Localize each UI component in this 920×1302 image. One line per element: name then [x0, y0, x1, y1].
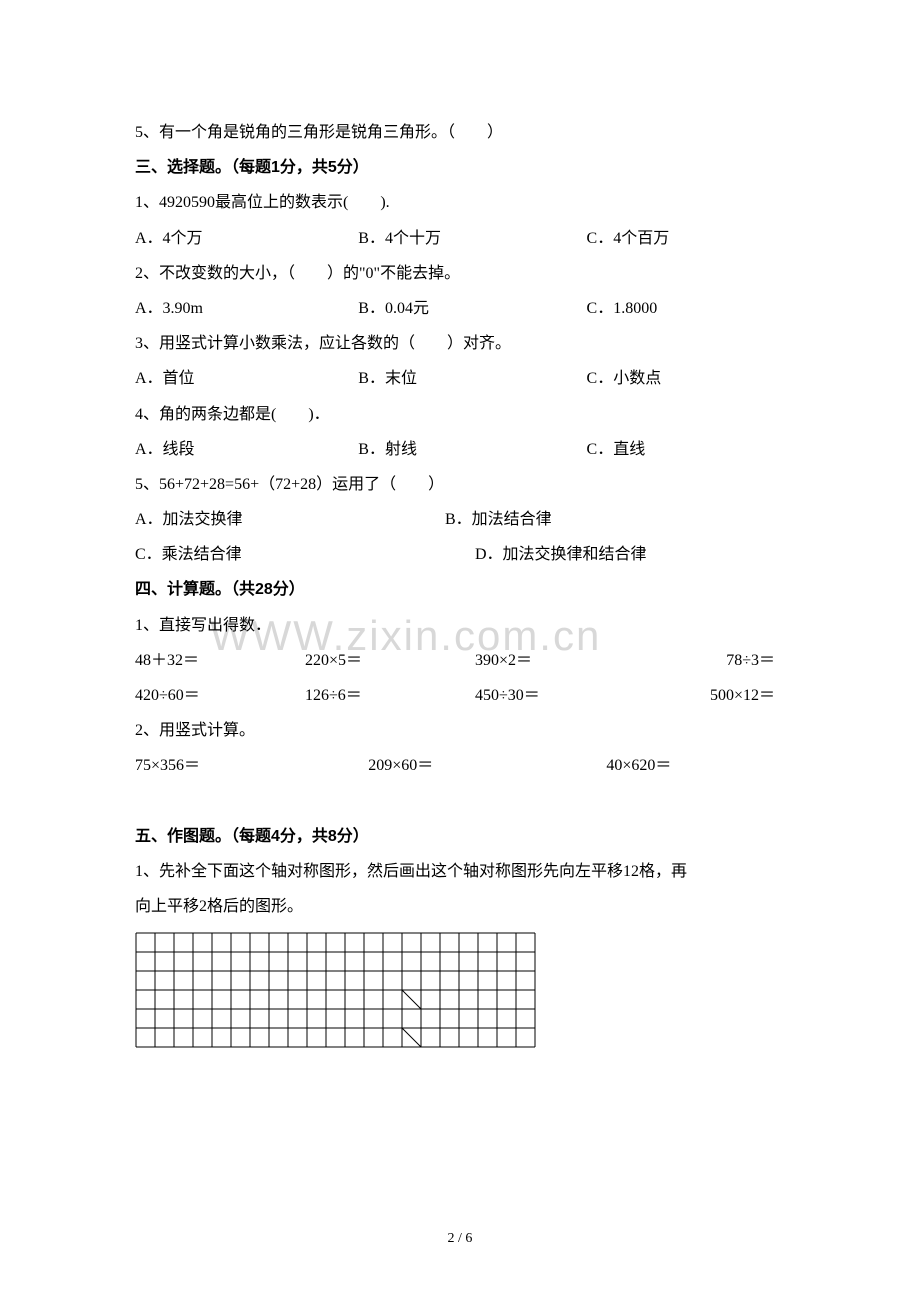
- s3-q5-c: C．乘法结合律: [135, 537, 445, 572]
- s3-q2-stem: 2、不改变数的大小，（ ）的"0"不能去掉。: [135, 256, 785, 291]
- s3-q2-c: C．1.8000: [587, 291, 785, 326]
- s4-q1-r1-d: 78÷3＝: [645, 643, 785, 678]
- section5-title: 五、作图题。（每题4分，共8分）: [135, 819, 785, 854]
- s4-q2-row: 75×356＝ 209×60＝ 40×620＝: [135, 748, 785, 783]
- s3-q1-a: A．4个万: [135, 221, 358, 256]
- grid-figure: [135, 932, 785, 1048]
- s4-q1-r2-c: 450÷30＝: [475, 678, 645, 713]
- s3-q5-d: D．加法交换律和结合律: [445, 537, 745, 572]
- s3-q1-c: C．4个百万: [587, 221, 785, 256]
- s3-q5-options-row2: C．乘法结合律 D．加法交换律和结合律: [135, 537, 785, 572]
- section4-title: 四、计算题。（共28分）: [135, 572, 785, 607]
- grid-svg: [135, 932, 536, 1048]
- s3-q3-options: A．首位 B．末位 C．小数点: [135, 361, 785, 396]
- s3-q4-c: C．直线: [587, 432, 785, 467]
- s3-q4-stem: 4、角的两条边都是( )．: [135, 397, 785, 432]
- s5-q1-line2: 向上平移2格后的图形。: [135, 889, 785, 924]
- s3-q3-a: A．首位: [135, 361, 358, 396]
- s4-q1-r2-d: 500×12＝: [645, 678, 785, 713]
- s3-q5-b: B．加法结合律: [445, 502, 745, 537]
- s4-q2-a: 75×356＝: [135, 748, 368, 783]
- s4-q1-r1-a: 48＋32＝: [135, 643, 305, 678]
- s4-q1-r2-b: 126÷6＝: [305, 678, 475, 713]
- s3-q5-options-row1: A．加法交换律 B．加法结合律: [135, 502, 785, 537]
- s4-q2-c: 40×620＝: [606, 748, 785, 783]
- s3-q4-options: A．线段 B．射线 C．直线: [135, 432, 785, 467]
- s4-q2-stem: 2、用竖式计算。: [135, 713, 785, 748]
- s4-q1-r2-a: 420÷60＝: [135, 678, 305, 713]
- spacer: [135, 784, 785, 819]
- s3-q2-options: A．3.90m B．0.04元 C．1.8000: [135, 291, 785, 326]
- s3-q4-a: A．线段: [135, 432, 358, 467]
- s4-q1-stem: 1、直接写出得数．: [135, 608, 785, 643]
- s3-q1-options: A．4个万 B．4个十万 C．4个百万: [135, 221, 785, 256]
- s3-q3-c: C．小数点: [587, 361, 785, 396]
- s3-q4-b: B．射线: [358, 432, 586, 467]
- page-number: 2 / 6: [0, 1231, 920, 1247]
- s4-q1-r1-b: 220×5＝: [305, 643, 475, 678]
- s3-q5-stem: 5、56+72+28=56+（72+28）运用了（ ）: [135, 467, 785, 502]
- s4-q2-b: 209×60＝: [368, 748, 606, 783]
- s3-q2-b: B．0.04元: [358, 291, 586, 326]
- s5-q1-line1: 1、先补全下面这个轴对称图形，然后画出这个轴对称图形先向左平移12格，再: [135, 854, 785, 889]
- s3-q5-a: A．加法交换律: [135, 502, 445, 537]
- prev-q5: 5、有一个角是锐角的三角形是锐角三角形。（ ）: [135, 115, 785, 150]
- section3-title: 三、选择题。（每题1分，共5分）: [135, 150, 785, 185]
- s3-q1-b: B．4个十万: [358, 221, 586, 256]
- s3-q3-b: B．末位: [358, 361, 586, 396]
- s3-q1-stem: 1、4920590最高位上的数表示( ).: [135, 185, 785, 220]
- s3-q2-a: A．3.90m: [135, 291, 358, 326]
- s3-q3-stem: 3、用竖式计算小数乘法，应让各数的（ ）对齐。: [135, 326, 785, 361]
- s4-q1-row1: 48＋32＝ 220×5＝ 390×2＝ 78÷3＝: [135, 643, 785, 678]
- s4-q1-row2: 420÷60＝ 126÷6＝ 450÷30＝ 500×12＝: [135, 678, 785, 713]
- s4-q1-r1-c: 390×2＝: [475, 643, 645, 678]
